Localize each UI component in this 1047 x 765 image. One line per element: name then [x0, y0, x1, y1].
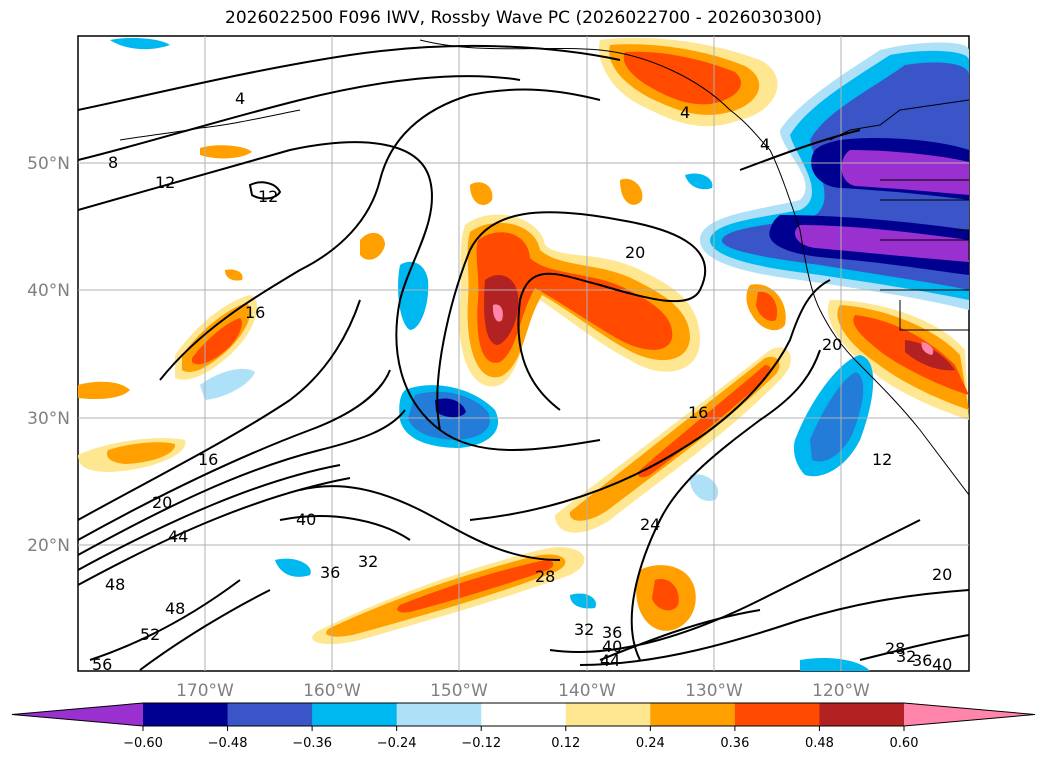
latitude-axis: 50°N 40°N 30°N 20°N — [27, 154, 70, 556]
colorbar-segment — [143, 703, 229, 726]
colorbar-tick-label: −0.60 — [123, 736, 163, 751]
coastlines — [119, 39, 969, 496]
contour-label: 40 — [932, 655, 952, 674]
contour-label: 24 — [640, 515, 660, 534]
contour-label: 32 — [896, 647, 916, 666]
contour-label: 4 — [760, 135, 770, 154]
colorbar-tick-label: 0.36 — [720, 736, 749, 751]
colorbar-tick-label: −0.12 — [461, 736, 501, 751]
colorbar-segment — [819, 703, 905, 726]
contour-label: 12 — [258, 187, 278, 206]
contour-label: 28 — [885, 639, 905, 658]
contour-label: 36 — [912, 651, 932, 670]
colorbar-extend-max — [904, 703, 1035, 726]
colorbar-tick-label: −0.48 — [208, 736, 248, 751]
lon-label: 140°W — [558, 681, 616, 701]
colorbar-segment — [312, 703, 398, 726]
contour-label: 44 — [168, 527, 188, 546]
contour-label: 20 — [625, 243, 645, 262]
lat-label: 30°N — [27, 409, 70, 429]
contour-label: 44 — [600, 651, 620, 670]
contour-label: 20 — [932, 565, 952, 584]
lon-label: 130°W — [685, 681, 743, 701]
contour-label: 12 — [155, 173, 175, 192]
lat-label: 20°N — [27, 536, 70, 556]
contour-label: 8 — [108, 153, 118, 172]
colorbar-tick-label: −0.24 — [377, 736, 417, 751]
lon-label: 150°W — [430, 681, 488, 701]
colorbar-extend-min — [12, 703, 143, 726]
contour-label: 40 — [296, 510, 316, 529]
colorbar-segment — [481, 703, 567, 726]
contour-label: 36 — [602, 623, 622, 642]
iwv-contours — [78, 44, 969, 671]
colorbar-segment — [565, 703, 651, 726]
colorbar-segment — [396, 703, 482, 726]
contour-label: 56 — [92, 655, 112, 674]
contour-label: 16 — [245, 303, 265, 322]
contour-label: 12 — [872, 450, 892, 469]
colorbar-segment — [734, 703, 820, 726]
contour-label: 36 — [320, 563, 340, 582]
contour-label: 48 — [105, 575, 125, 594]
longitude-axis: 170°W 160°W 150°W 140°W 130°W 120°W — [176, 681, 870, 701]
lon-label: 170°W — [176, 681, 234, 701]
map-title: 2026022500 F096 IWV, Rossby Wave PC (202… — [225, 8, 822, 28]
lat-label: 40°N — [27, 281, 70, 301]
contour-label: 52 — [140, 625, 160, 644]
lat-label: 50°N — [27, 154, 70, 174]
contour-label: 20 — [152, 493, 172, 512]
colorbar-tick-label: 0.48 — [805, 736, 834, 751]
contour-label: 16 — [198, 450, 218, 469]
contour-labels: 4 8 12 12 16 16 16 20 20 20 24 28 28 32 … — [92, 89, 952, 674]
colorbar-tick-label: 0.12 — [551, 736, 580, 751]
contour-label: 4 — [680, 103, 690, 122]
colorbar-tick-label: −0.36 — [292, 736, 332, 751]
colorbar-segment — [650, 703, 736, 726]
contour-label: 28 — [535, 567, 555, 586]
contour-label: 40 — [602, 637, 622, 656]
contour-label: 48 — [165, 599, 185, 618]
contour-label: 16 — [688, 403, 708, 422]
contour-label: 20 — [822, 335, 842, 354]
contour-label: 32 — [574, 620, 594, 639]
colorbar-segment — [227, 703, 313, 726]
map-content: 4 8 12 12 16 16 16 20 20 20 24 28 28 32 … — [78, 36, 969, 674]
colorbar-tick-label: 0.60 — [890, 736, 919, 751]
contour-label: 4 — [235, 89, 245, 108]
colorbar-tick-label: 0.24 — [636, 736, 665, 751]
colorbar: −0.60 −0.48 −0.36 −0.24 −0.12 0.12 0.24 0.36 0.4… — [11, 702, 1036, 751]
graticule — [78, 36, 969, 671]
contour-label: 32 — [358, 552, 378, 571]
lon-label: 160°W — [303, 681, 361, 701]
lon-label: 120°W — [812, 681, 870, 701]
